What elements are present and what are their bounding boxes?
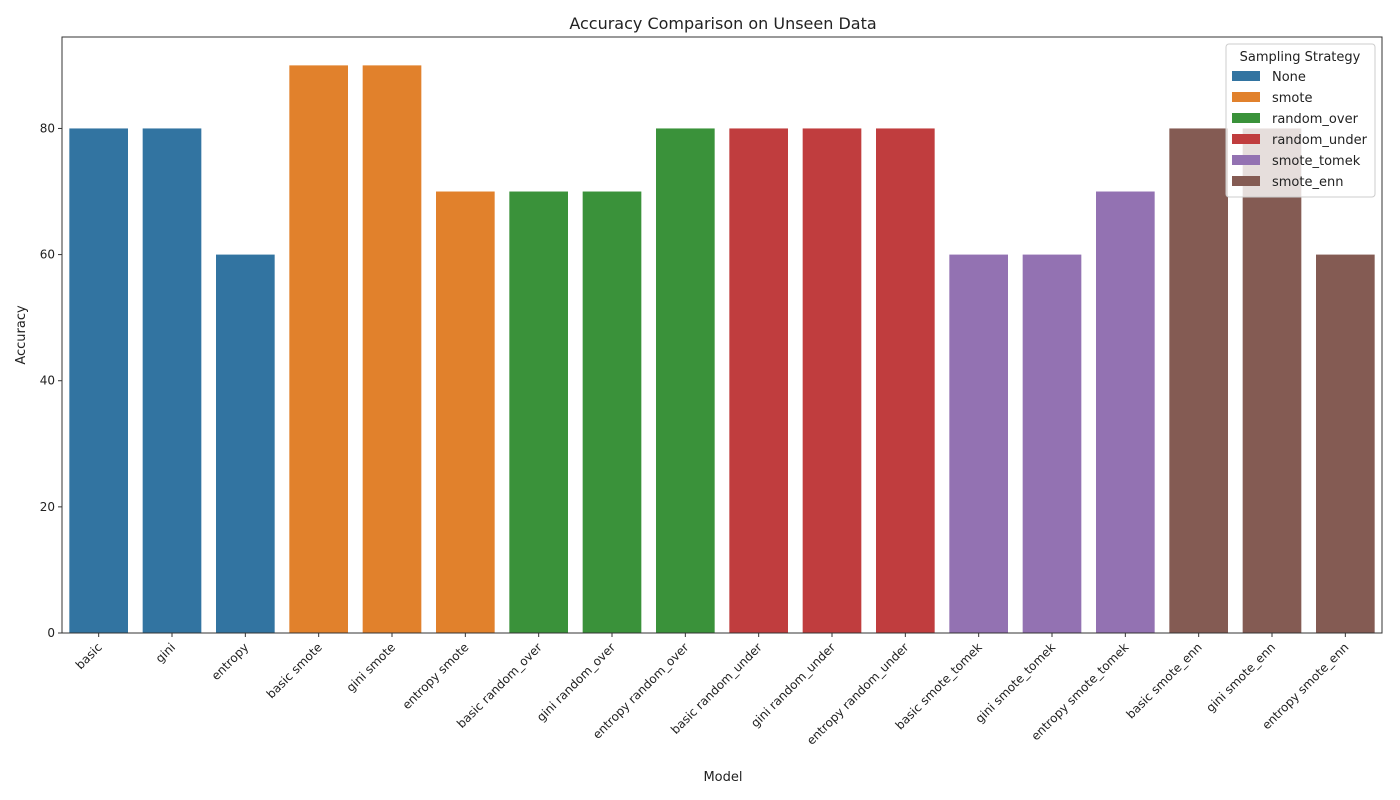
- bar-9: [729, 128, 788, 633]
- legend-label-1: smote: [1272, 91, 1313, 106]
- bar-16: [1242, 128, 1302, 633]
- plot-frame: [61, 36, 1383, 634]
- bar-17: [1316, 254, 1375, 634]
- y-tick-label-1: 20: [40, 500, 55, 514]
- bar-6: [509, 191, 568, 633]
- legend-swatch-0: [1232, 71, 1260, 81]
- legend-box: [1225, 43, 1376, 198]
- bar-4: [362, 65, 422, 633]
- x-tick-label-4: gini smote: [344, 640, 399, 695]
- x-tick-label-13: gini smote_tomek: [972, 640, 1058, 726]
- bar-11: [876, 128, 935, 633]
- bar-3: [289, 65, 348, 633]
- y-axis: 0 20 40 60 80: [40, 121, 62, 640]
- y-axis-label: Accuracy: [14, 305, 29, 365]
- legend-label-3: random_under: [1272, 133, 1368, 148]
- x-axis: basic gini entropy basic smote gini smote ent…: [73, 633, 1351, 748]
- legend-label-2: random_over: [1272, 112, 1359, 127]
- y-tick-label-4: 80: [40, 121, 55, 135]
- legend: Sampling Strategy None smote random_overra…: [1225, 43, 1376, 198]
- legend-title: Sampling Strategy: [1240, 50, 1361, 65]
- bar-13: [1022, 254, 1082, 634]
- legend-swatch-5: [1232, 176, 1260, 186]
- y-tick-label-3: 60: [40, 248, 55, 262]
- legend-label-4: smote_tomek: [1272, 154, 1361, 169]
- chart-title: Accuracy Comparison on Unseen Data: [569, 14, 876, 33]
- legend-swatch-1: [1232, 92, 1260, 102]
- x-tick-label-3: basic smote: [264, 640, 325, 701]
- bar-10: [802, 128, 862, 633]
- bar-14: [1096, 191, 1155, 633]
- x-tick-label-2: entropy: [209, 640, 252, 683]
- legend-label-0: None: [1272, 70, 1306, 85]
- legend-swatch-4: [1232, 155, 1260, 165]
- x-tick-label-0: basic: [73, 640, 105, 672]
- x-tick-label-1: gini: [153, 640, 178, 665]
- legend-swatch-3: [1232, 134, 1260, 144]
- bar-12: [949, 254, 1008, 634]
- x-tick-label-7: gini random_over: [534, 640, 618, 724]
- bar-7: [582, 191, 642, 633]
- bar-5: [436, 191, 495, 633]
- x-tick-label-5: entropy smote: [400, 640, 472, 712]
- bar-8: [656, 128, 715, 633]
- x-tick-label-15: basic smote_enn: [1124, 640, 1205, 721]
- bar-15: [1169, 128, 1228, 633]
- y-tick-label-0: 0: [47, 626, 55, 640]
- legend-label-5: smote_enn: [1272, 175, 1343, 190]
- y-tick-label-2: 40: [40, 374, 55, 388]
- bar-2: [216, 254, 275, 634]
- x-tick-label-16: gini smote_enn: [1203, 640, 1278, 715]
- bars-group: [69, 65, 1375, 634]
- legend-items: None smote random_over random_under smote_to…: [1232, 70, 1368, 190]
- bar-0: [69, 128, 128, 633]
- legend-swatch-2: [1232, 113, 1260, 123]
- bar-1: [142, 128, 202, 633]
- x-axis-label: Model: [703, 770, 742, 785]
